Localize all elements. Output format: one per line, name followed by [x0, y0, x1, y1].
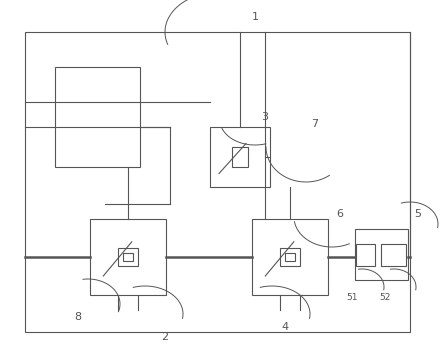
Text: 3: 3: [262, 112, 269, 122]
Bar: [252, 219, 328, 295]
Bar: [118, 248, 138, 266]
Bar: [285, 253, 295, 261]
Text: 6: 6: [337, 209, 344, 219]
Bar: [356, 244, 375, 266]
Text: 8: 8: [75, 312, 82, 322]
Bar: [90, 219, 166, 295]
Text: 4: 4: [281, 322, 289, 332]
Text: 7: 7: [311, 119, 318, 129]
Text: 52: 52: [379, 292, 391, 302]
Bar: [123, 253, 133, 261]
Text: 51: 51: [346, 292, 358, 302]
Text: 5: 5: [415, 209, 421, 219]
Bar: [232, 147, 248, 167]
Bar: [210, 127, 270, 187]
Bar: [25, 32, 410, 332]
Bar: [381, 244, 406, 266]
Bar: [55, 67, 140, 167]
Text: 1: 1: [251, 12, 258, 22]
Text: 2: 2: [162, 332, 169, 342]
Bar: [280, 248, 300, 266]
Bar: [355, 229, 408, 280]
